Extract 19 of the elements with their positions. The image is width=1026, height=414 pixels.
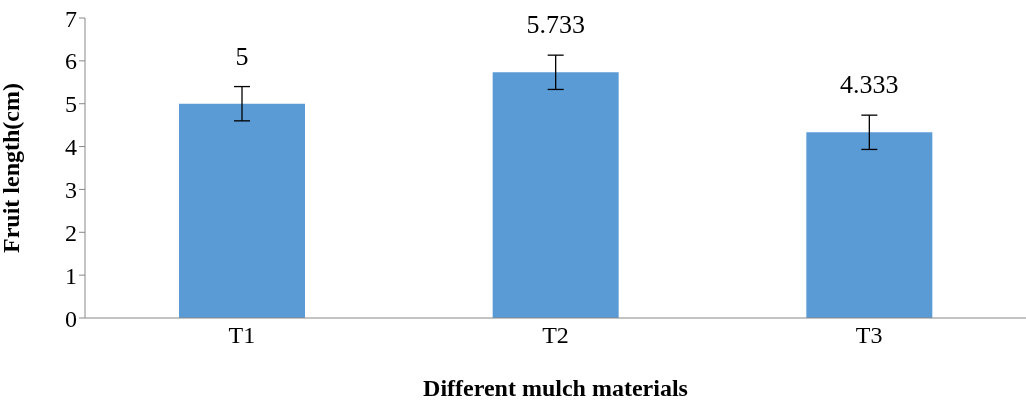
y-tick-label: 0 (65, 305, 77, 332)
data-label: 5 (235, 41, 249, 71)
data-label: 4.333 (840, 70, 899, 100)
bar (492, 72, 619, 318)
y-tick-label: 3 (65, 176, 77, 203)
y-tick-label: 5 (65, 91, 77, 118)
data-label: 5.733 (526, 10, 585, 40)
bar (179, 103, 305, 318)
x-axis-title: Different mulch materials (423, 375, 688, 401)
y-tick-label: 1 (65, 262, 77, 289)
y-tick-label: 6 (65, 48, 77, 75)
y-tick-label: 4 (65, 134, 77, 161)
y-axis-title: Fruit length(cm) (0, 83, 24, 253)
bar (806, 132, 933, 318)
y-tick-label: 7 (65, 5, 77, 32)
x-tick-label: T3 (855, 322, 883, 349)
y-tick-label: 2 (65, 219, 77, 246)
x-tick-label: T1 (228, 322, 256, 349)
x-tick-label: T2 (542, 322, 569, 349)
